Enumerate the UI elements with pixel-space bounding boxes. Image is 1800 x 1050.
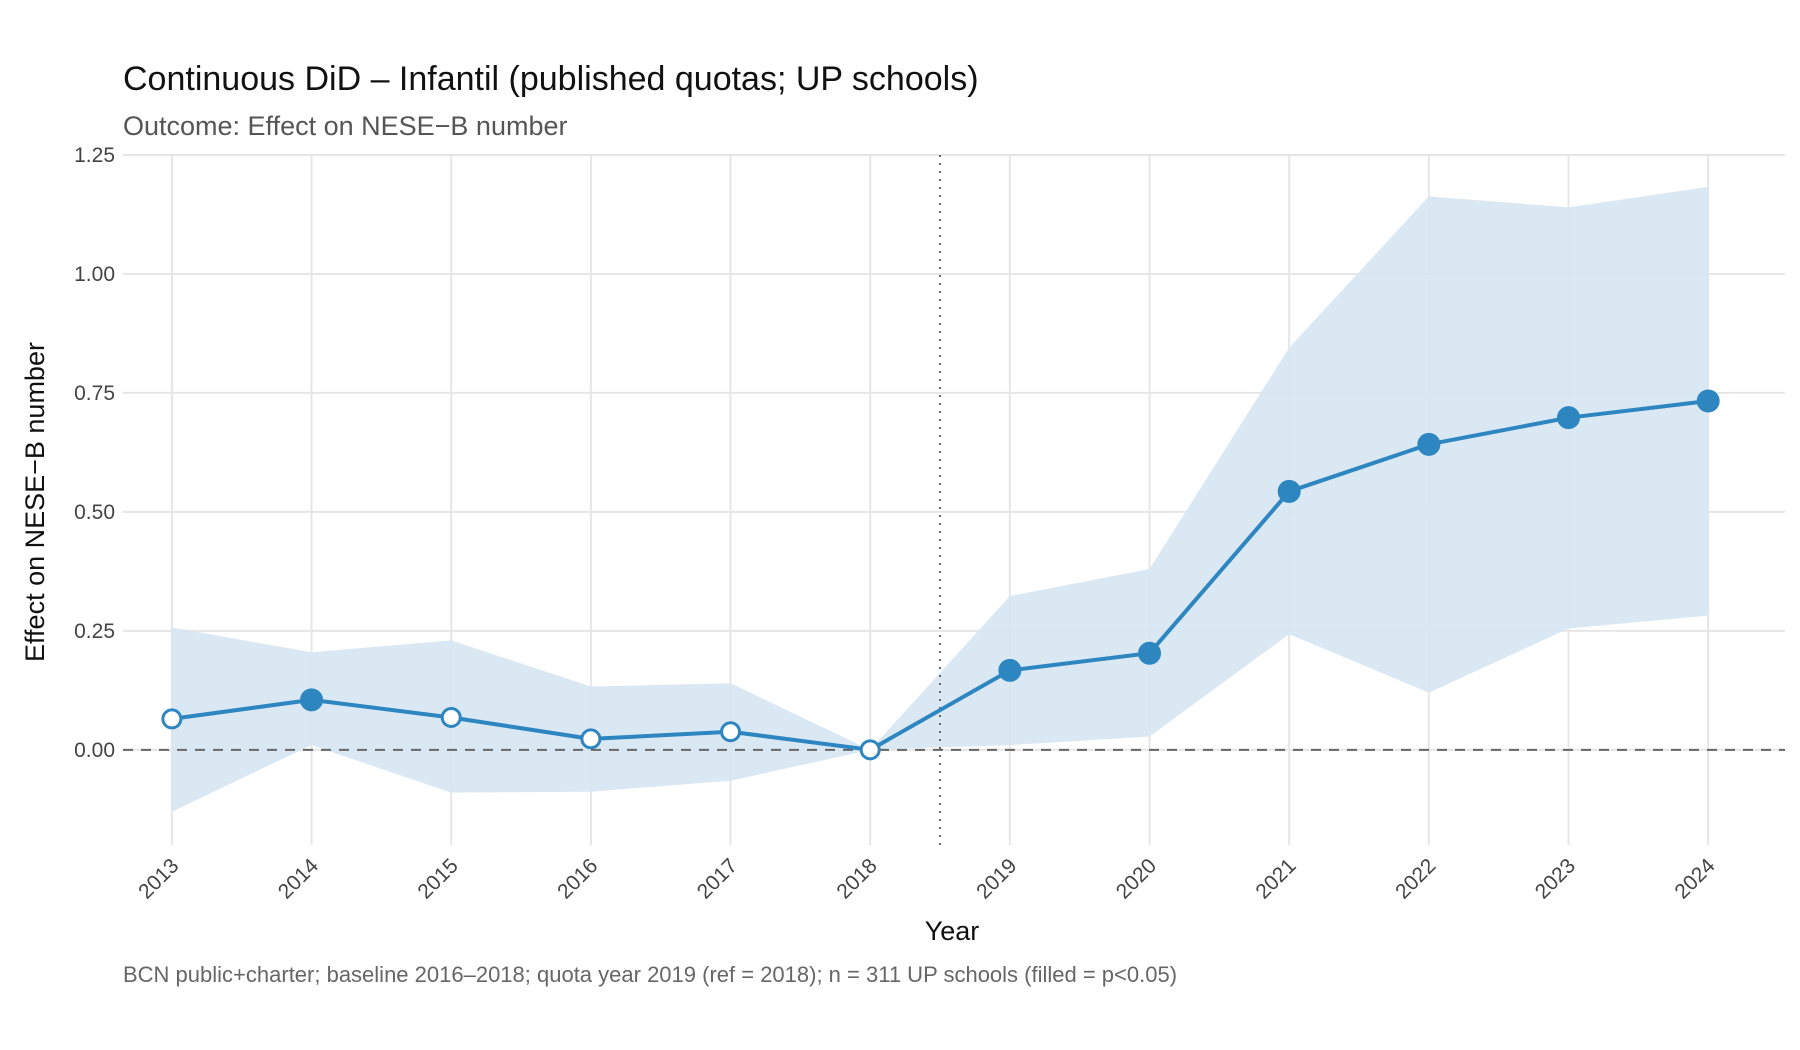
estimate-point-significant <box>998 658 1022 682</box>
estimate-point-nonsignificant <box>440 706 462 728</box>
x-tick-label: 2022 <box>1391 854 1440 903</box>
plot-area: 0.00 0.25 0.50 0.75 1.00 1.25 2013 2014 2015 2016… <box>74 144 1785 904</box>
y-tick-label: 0.00 <box>74 739 115 762</box>
estimate-point-nonsignificant <box>720 721 742 743</box>
x-tick-label: 2013 <box>134 854 183 903</box>
x-tick-label: 2020 <box>1112 854 1161 903</box>
x-tick-label: 2014 <box>274 854 324 904</box>
estimate-point-significant <box>1696 389 1720 413</box>
x-tick-label: 2023 <box>1531 854 1580 903</box>
estimate-point-significant <box>1557 406 1581 430</box>
x-tick-label: 2019 <box>972 854 1021 903</box>
x-tick-label: 2017 <box>693 854 742 903</box>
x-axis-title: Year <box>925 916 980 946</box>
y-tick-label: 0.25 <box>74 620 115 643</box>
y-tick-label: 1.00 <box>74 263 115 286</box>
y-axis-title: Effect on NESE−B number <box>20 342 50 662</box>
x-tick-label: 2018 <box>832 854 881 903</box>
x-tick-label: 2024 <box>1670 854 1720 904</box>
estimate-point-nonsignificant <box>580 728 602 750</box>
x-tick-label: 2016 <box>553 854 602 903</box>
estimate-point-significant <box>1417 432 1441 456</box>
estimate-point-significant <box>1138 641 1162 665</box>
y-tick-label: 1.25 <box>74 144 115 167</box>
chart-caption: BCN public+charter; baseline 2016–2018; … <box>123 962 1177 987</box>
y-tick-label: 0.75 <box>74 382 115 405</box>
confidence-ribbon <box>171 186 1709 812</box>
chart-title: Continuous DiD – Infantil (published quo… <box>123 60 979 98</box>
estimate-point-nonsignificant <box>161 708 183 730</box>
chart-subtitle: Outcome: Effect on NESE−B number <box>123 111 567 141</box>
y-tick-label: 0.50 <box>74 501 115 524</box>
estimate-line <box>171 399 1709 752</box>
estimate-point-significant <box>1277 479 1301 503</box>
x-tick-label: 2015 <box>413 854 462 903</box>
x-tick-label: 2021 <box>1251 854 1300 903</box>
estimate-point-nonsignificant <box>859 739 881 761</box>
estimate-point-significant <box>300 688 324 712</box>
